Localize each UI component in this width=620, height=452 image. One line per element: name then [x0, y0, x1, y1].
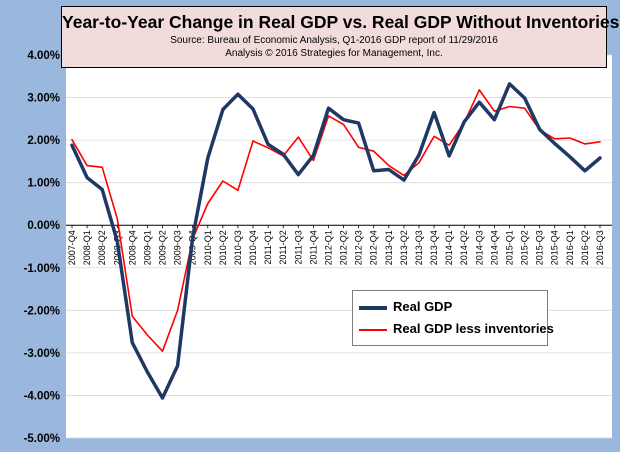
x-tick-label: 2012-Q2: [339, 230, 349, 265]
y-axis: 4.00% 3.00% 2.00% 1.00% 0.00% -1.00% -2.00% -3.…: [24, 50, 60, 445]
x-tick-label: 2009-Q3: [173, 230, 183, 265]
x-tick-label: 2016-Q3: [595, 230, 605, 265]
chart-analysis-credit: Analysis © 2016 Strategies for Managemen…: [225, 48, 443, 59]
x-tick-label: 2008-Q1: [82, 230, 92, 265]
chart-title: Year-to-Year Change in Real GDP vs. Real…: [62, 12, 620, 32]
y-tick-label: -5.00%: [24, 433, 60, 445]
x-tick-label: 2012-Q3: [354, 230, 364, 265]
legend: Real GDP Real GDP less inventories: [352, 290, 554, 346]
x-tick-label: 2014-Q4: [489, 230, 499, 265]
x-tick-label: 2013-Q2: [399, 230, 409, 265]
y-tick-label: 2.00%: [27, 135, 60, 147]
legend-item-real-gdp-less-inventories: Real GDP less inventories: [353, 320, 554, 340]
y-tick-label: -1.00%: [24, 263, 60, 275]
y-tick-label: -3.00%: [24, 348, 60, 360]
x-tick-label: 2012-Q1: [323, 230, 333, 265]
chart-title-box: Year-to-Year Change in Real GDP vs. Real…: [61, 6, 620, 68]
x-tick-label: 2015-Q1: [504, 230, 514, 265]
y-tick-label: -2.00%: [24, 305, 60, 317]
x-tick-label: 2015-Q4: [550, 230, 560, 265]
x-tick-label: 2007-Q4: [67, 230, 77, 265]
x-tick-label: 2014-Q2: [459, 230, 469, 265]
x-tick-label: 2013-Q3: [414, 230, 424, 265]
legend-label-real-gdp-less-inventories: Real GDP less inventories: [393, 321, 554, 336]
plot-area: [66, 55, 612, 438]
x-tick-label: 2009-Q2: [158, 230, 168, 265]
y-tick-label: 3.00%: [27, 93, 60, 105]
series-lines: [70, 82, 602, 400]
x-tick-label: 2011-Q3: [293, 230, 303, 264]
x-tick-label: 2011-Q4: [308, 230, 318, 264]
x-tick-label: 2013-Q4: [429, 230, 439, 265]
x-tick-label: 2010-Q1: [203, 230, 213, 265]
series-line-real-gdp: [70, 82, 602, 400]
x-tick-label: 2008-Q4: [127, 230, 137, 265]
x-tick-label: 2013-Q1: [384, 230, 394, 265]
x-tick-label: 2010-Q3: [233, 230, 243, 265]
series-line-real-gdp-less-inventories: [71, 89, 601, 353]
x-tick-label: 2011-Q1: [263, 230, 273, 264]
x-tick-label: 2008-Q2: [97, 230, 107, 265]
x-tick-label: 2016-Q1: [565, 230, 575, 265]
legend-swatch-real-gdp-less-inventories: [359, 329, 387, 331]
y-tick-label: -4.00%: [24, 390, 60, 402]
legend-label-real-gdp: Real GDP: [393, 299, 453, 314]
x-tick-label: 2014-Q3: [474, 230, 484, 265]
x-tick-label: 2009-Q1: [142, 230, 152, 265]
legend-item-real-gdp: Real GDP: [353, 298, 547, 318]
x-tick-label: 2016-Q2: [580, 230, 590, 265]
x-tick-label: 2015-Q3: [535, 230, 545, 265]
y-tick-label: 1.00%: [27, 178, 60, 190]
x-tick-label: 2010-Q2: [218, 230, 228, 265]
x-tick-label: 2011-Q2: [278, 230, 288, 264]
x-tick-label: 2012-Q4: [369, 230, 379, 265]
legend-swatch-real-gdp: [359, 306, 387, 310]
y-tick-label: 4.00%: [27, 50, 60, 62]
chart-source: Source: Bureau of Economic Analysis, Q1-…: [170, 35, 498, 46]
x-tick-label: 2015-Q2: [520, 230, 530, 265]
y-tick-label: 0.00%: [27, 220, 60, 232]
x-tick-label: 2014-Q1: [444, 230, 454, 265]
x-tick-label: 2010-Q4: [248, 230, 258, 265]
